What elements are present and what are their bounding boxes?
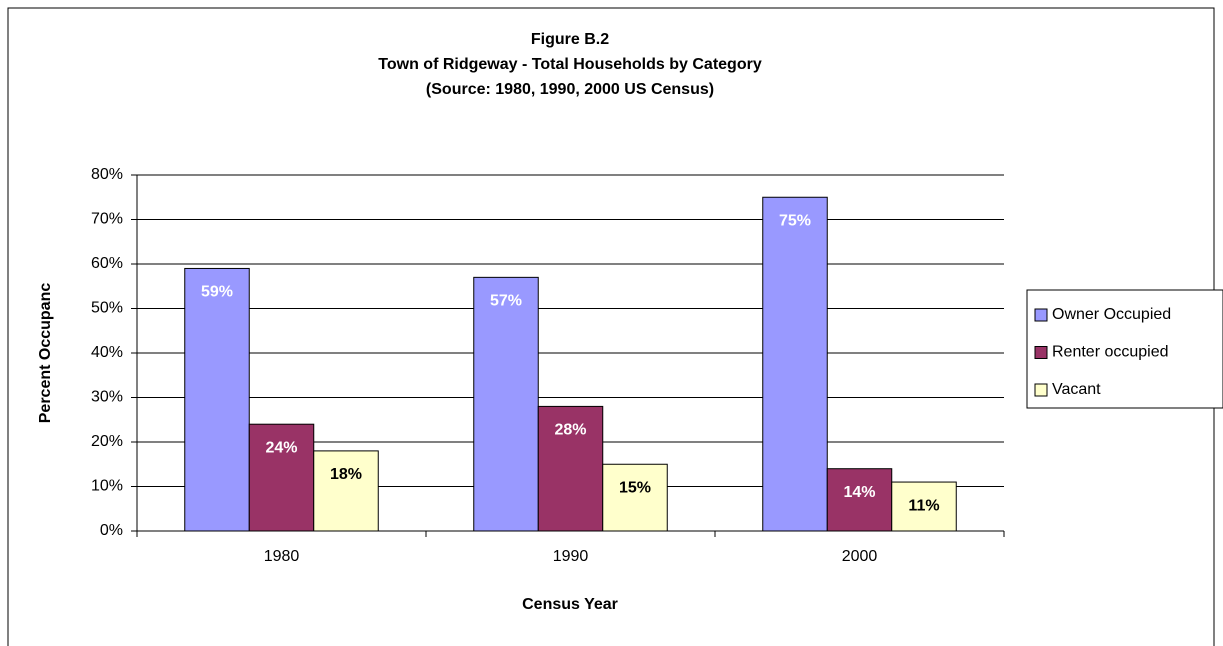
- legend-label: Vacant: [1052, 381, 1101, 398]
- data-label: 15%: [619, 479, 651, 496]
- y-tick-label: 10%: [91, 478, 123, 495]
- legend-swatch: [1034, 308, 1048, 322]
- y-tick-label: 70%: [91, 211, 123, 228]
- y-tick-label: 80%: [91, 166, 123, 183]
- chart-title: (Source: 1980, 1990, 2000 US Census): [426, 81, 714, 98]
- data-label: 11%: [908, 497, 939, 514]
- legend-box: [1026, 289, 1223, 409]
- bar: [248, 423, 315, 532]
- bar: [826, 468, 893, 532]
- y-tick-label: 0%: [100, 522, 123, 539]
- bar: [602, 463, 668, 532]
- bar: [537, 405, 604, 532]
- y-tick-label: 20%: [91, 433, 123, 450]
- y-tick-label: 30%: [91, 389, 123, 406]
- legend-swatch: [1034, 383, 1048, 397]
- x-tick-label: 1990: [553, 548, 589, 565]
- bar: [473, 276, 539, 532]
- y-axis-title: Percent Occupanc: [37, 283, 54, 424]
- data-label: 28%: [554, 422, 586, 439]
- x-tick-label: 2000: [842, 548, 878, 565]
- x-axis-title: Census Year: [522, 596, 618, 613]
- legend-label: Owner Occupied: [1052, 306, 1171, 323]
- y-tick-label: 60%: [91, 255, 123, 272]
- x-tick-label: 1980: [264, 548, 300, 565]
- y-tick-label: 40%: [91, 344, 123, 361]
- bar: [891, 481, 957, 532]
- data-label: 59%: [201, 284, 233, 301]
- chart-title: Town of Ridgeway - Total Households by C…: [378, 56, 762, 73]
- legend-label: Renter occupied: [1052, 344, 1169, 361]
- data-label: 14%: [843, 484, 875, 501]
- data-label: 75%: [779, 212, 811, 229]
- y-tick-label: 50%: [91, 300, 123, 317]
- chart-title: Figure B.2: [531, 31, 609, 48]
- bar: [313, 450, 379, 532]
- bar: [184, 267, 250, 532]
- data-label: 18%: [330, 466, 362, 483]
- data-label: 24%: [265, 439, 297, 456]
- legend-swatch: [1034, 346, 1048, 359]
- bar: [762, 196, 828, 532]
- data-label: 57%: [490, 293, 522, 310]
